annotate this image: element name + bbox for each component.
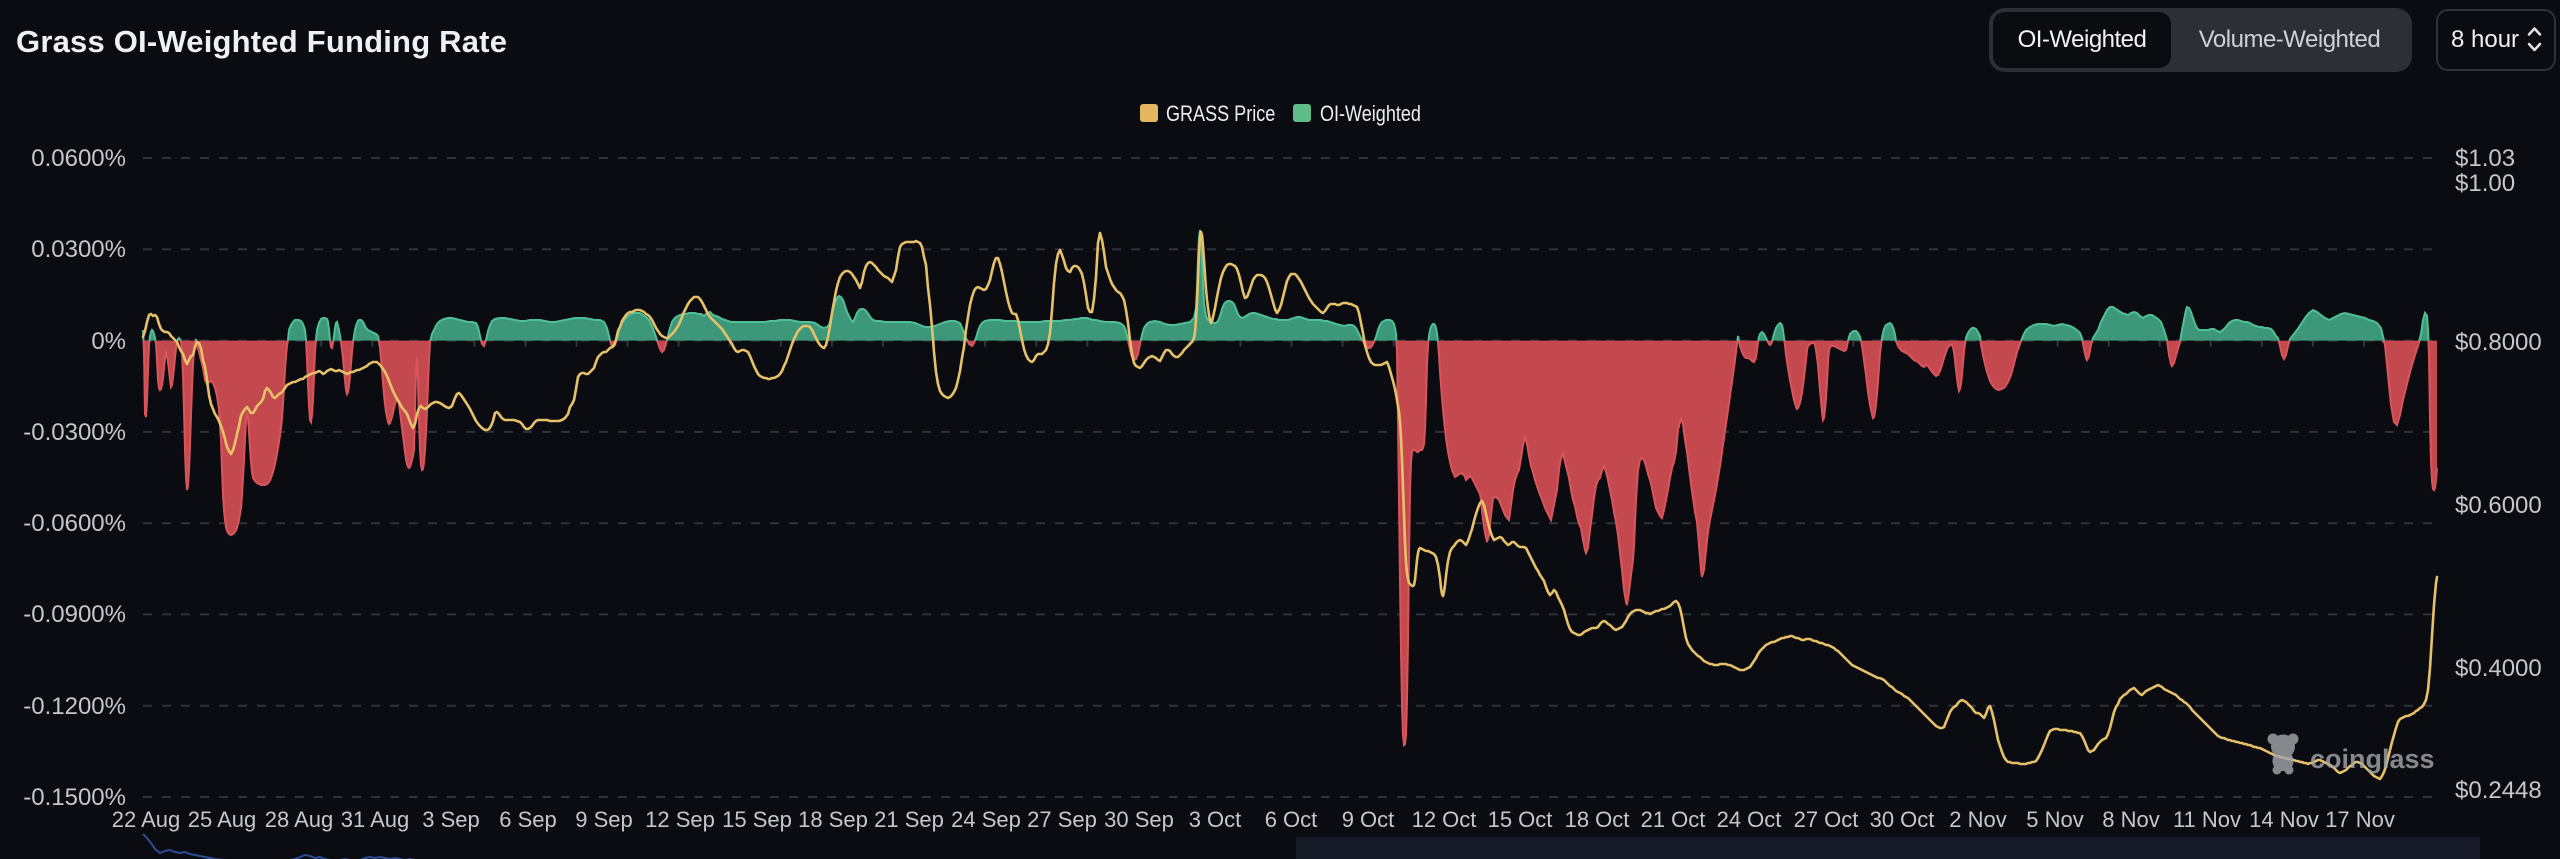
svg-text:coinglass: coinglass (2310, 744, 2435, 774)
